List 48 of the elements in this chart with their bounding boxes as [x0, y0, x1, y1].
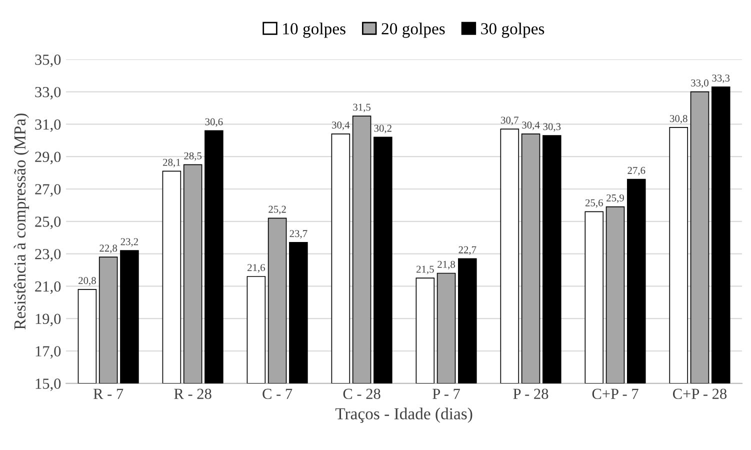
y-tick-label: 29,0: [35, 152, 61, 164]
data-label: 25,2: [268, 206, 286, 214]
data-label: 22,7: [458, 246, 476, 255]
x-tick-label: C+P - 7: [592, 388, 638, 400]
y-tick-label: 21,0: [35, 281, 61, 294]
data-label: 30,3: [543, 123, 561, 132]
data-label: 28,1: [163, 158, 180, 168]
data-label: 30,6: [205, 118, 223, 127]
data-label: 21,8: [438, 260, 455, 270]
data-label: 22,8: [100, 244, 118, 254]
x-tick-label: P - 28: [513, 388, 548, 400]
y-tick-label: 25,0: [35, 216, 61, 230]
data-label: 21,5: [416, 266, 434, 274]
legend-label: 30 golpes: [481, 22, 544, 38]
data-label: 30,4: [332, 122, 350, 130]
data-label: 33,3: [712, 74, 730, 84]
y-tick-label: 31,0: [35, 119, 61, 132]
x-tick-label: C - 7: [262, 388, 292, 400]
data-label: 30,2: [374, 124, 392, 134]
x-tick-label: R - 28: [174, 388, 212, 400]
data-label: 25,9: [606, 194, 624, 203]
legend-label: 10 golpes: [283, 22, 346, 38]
data-label: 21,6: [248, 264, 265, 273]
data-label: 30,7: [501, 116, 518, 126]
y-tick-label: 15,0: [36, 378, 61, 392]
data-label: 31,5: [353, 104, 370, 112]
data-label: 25,6: [585, 199, 603, 208]
x-tick-label: C - 28: [343, 388, 380, 400]
data-label: 28,5: [184, 152, 202, 161]
x-tick-label: R - 7: [93, 388, 124, 399]
y-tick-label: 33,0: [35, 86, 61, 100]
x-tick-label: C+P - 28: [673, 388, 727, 400]
legend-label: 20 golpes: [382, 22, 445, 38]
y-tick-label: 35,0: [35, 54, 61, 68]
y-tick-label: 19,0: [36, 314, 61, 326]
x-axis-title: Traços - Idade (dias): [335, 408, 472, 423]
data-label: 27,6: [628, 166, 646, 176]
x-tick-label: P - 7: [432, 388, 460, 399]
y-tick-label: 17,0: [36, 346, 61, 359]
y-tick-label: 23,0: [35, 248, 61, 262]
data-label: 33,0: [691, 79, 708, 88]
y-axis-title: Resistência à compressão (MPa): [14, 114, 29, 330]
data-label: 30,8: [670, 115, 688, 124]
y-tick-label: 27,0: [35, 184, 61, 197]
data-label: 30,4: [522, 122, 540, 130]
data-label: 20,8: [78, 277, 96, 286]
data-label: 23,2: [120, 238, 138, 247]
data-label: 23,7: [290, 230, 308, 239]
